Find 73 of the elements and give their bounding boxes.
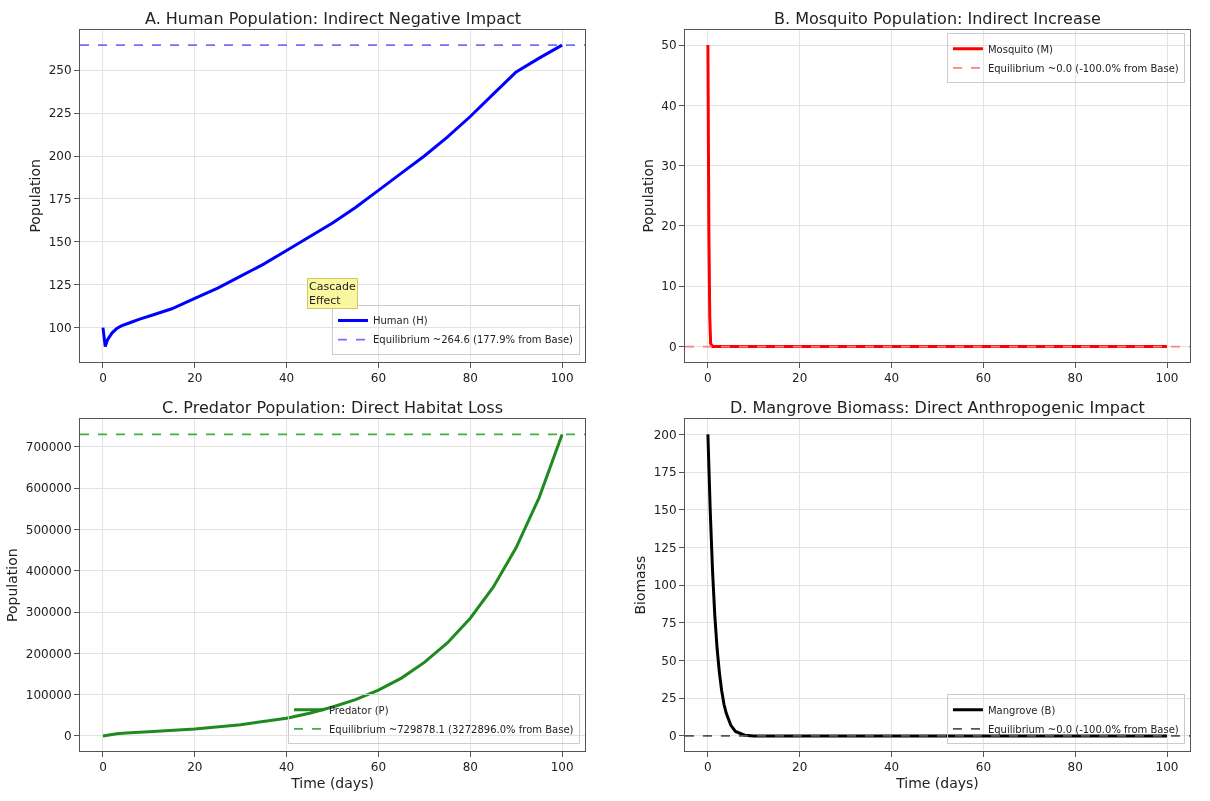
legend-label: Equilibrium ~729878.1 (3272896.0% from Base) — [329, 723, 574, 735]
y-tick-label: 100 — [653, 578, 677, 593]
x-tick-label: 100 — [550, 760, 574, 775]
legend-label: Equilibrium ~0.0 (-100.0% from Base) — [987, 62, 1179, 74]
y-tick-label: 50 — [661, 38, 677, 53]
annotation: Cascade Effect — [309, 280, 356, 308]
x-tick-label: 80 — [462, 371, 478, 386]
y-tick-label: 200000 — [25, 646, 72, 661]
y-tick-label: 150 — [48, 235, 72, 250]
x-tick-label: 40 — [883, 371, 900, 386]
y-tick-label: 20 — [661, 219, 677, 234]
x-tick-label: 40 — [883, 760, 900, 775]
x-tick-label: 100 — [1155, 760, 1179, 775]
y-tick-label: 50 — [661, 653, 677, 668]
y-tick-label: 30 — [661, 158, 677, 173]
y-tick-label: 175 — [48, 192, 72, 207]
legend-label: Mosquito (M) — [987, 43, 1054, 55]
x-tick-label: 60 — [370, 760, 387, 775]
y-tick-label: 25 — [661, 691, 677, 706]
y-tick-label: 700000 — [25, 439, 72, 454]
x-tick-label: 80 — [1067, 760, 1083, 775]
y-axis-title: Biomass — [632, 555, 649, 615]
legend-label: Equilibrium ~264.6 (177.9% from Base) — [373, 334, 574, 346]
x-tick-label: 40 — [278, 371, 295, 386]
x-tick-label: 0 — [99, 760, 107, 775]
y-tick-label: 400000 — [25, 563, 72, 578]
chart-title: D. Mangrove Biomass: Direct Anthropogenic Impact — [730, 398, 1145, 417]
chart-title: A. Human Population: Indirect Negative Impact — [145, 9, 522, 28]
x-tick-label: 20 — [792, 371, 808, 386]
y-axis-title: Population — [27, 159, 44, 233]
x-tick-label: 40 — [278, 760, 295, 775]
x-tick-label: 0 — [704, 760, 712, 775]
y-tick-label: 125 — [48, 277, 72, 292]
x-axis-title: Time (days) — [290, 774, 374, 791]
y-tick-label: 200 — [653, 427, 677, 442]
y-tick-label: 100000 — [25, 687, 72, 702]
x-tick-label: 20 — [187, 760, 203, 775]
chart-title: C. Predator Population: Direct Habitat Loss — [162, 398, 503, 417]
y-tick-label: 0 — [668, 339, 677, 354]
x-tick-label: 0 — [99, 371, 107, 386]
y-tick-label: 600000 — [25, 481, 72, 496]
y-tick-label: 300000 — [25, 605, 72, 620]
y-tick-label: 10 — [661, 279, 677, 294]
y-tick-label: 200 — [48, 149, 72, 164]
x-tick-label: 60 — [975, 371, 992, 386]
x-tick-label: 60 — [370, 371, 387, 386]
x-tick-label: 80 — [1067, 371, 1083, 386]
y-tick-label: 125 — [653, 540, 677, 555]
y-tick-label: 0 — [668, 729, 677, 744]
x-tick-label: 100 — [1155, 371, 1179, 386]
y-tick-label: 225 — [48, 106, 72, 121]
x-tick-label: 20 — [187, 371, 203, 386]
y-axis-title: Population — [639, 159, 656, 233]
ref-line-label: Equilibrium ~0.0 (-100.0% from Base) — [987, 723, 1179, 735]
y-tick-label: 40 — [661, 98, 677, 113]
chart-title: B. Mosquito Population: Indirect Increase — [774, 9, 1101, 28]
x-tick-label: 20 — [792, 760, 808, 775]
y-tick-label: 0 — [63, 729, 72, 744]
x-tick-label: 0 — [704, 371, 712, 386]
y-tick-label: 250 — [48, 63, 72, 78]
legend-label: Human (H) — [373, 315, 428, 327]
x-tick-label: 60 — [975, 760, 992, 775]
x-axis-title: Time (days) — [895, 774, 979, 791]
y-tick-label: 150 — [653, 502, 677, 517]
x-tick-label: 100 — [550, 371, 574, 386]
y-tick-label: 175 — [653, 465, 677, 480]
y-axis-title: Population — [4, 548, 21, 622]
legend-label: Mangrove (B) — [987, 704, 1056, 716]
legend-label: Predator (P) — [329, 704, 389, 716]
y-tick-label: 75 — [661, 616, 677, 631]
y-tick-label: 500000 — [25, 522, 72, 537]
y-tick-label: 100 — [48, 320, 72, 335]
x-tick-label: 80 — [462, 760, 478, 775]
